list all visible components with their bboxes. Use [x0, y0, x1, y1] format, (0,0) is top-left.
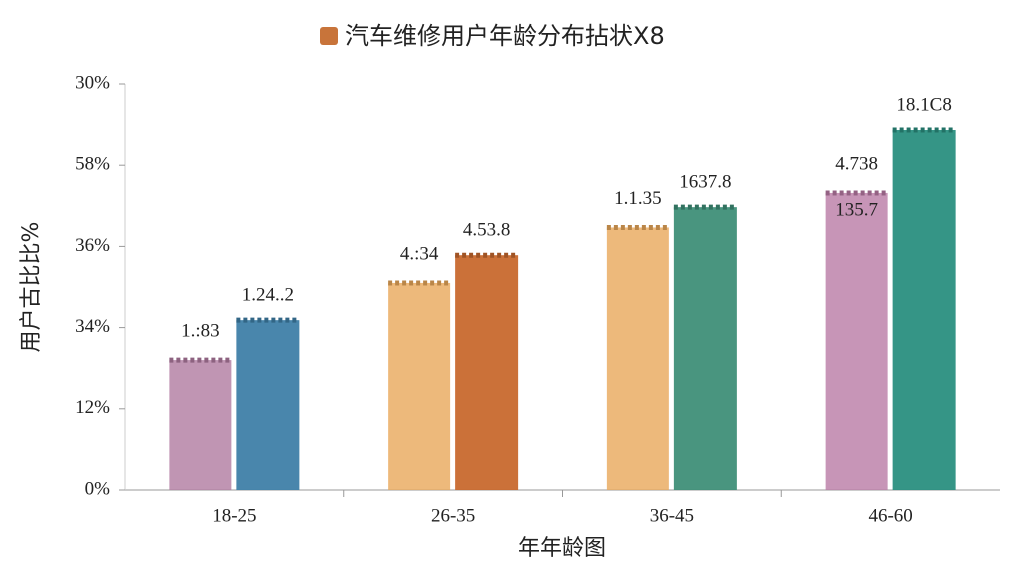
annotation: 4.:34	[400, 243, 439, 264]
annotation: 1.:83	[181, 320, 220, 341]
annotation: 135.7	[835, 199, 878, 220]
x-tick-label: 26-35	[431, 505, 475, 526]
annotation: 4.53.8	[463, 220, 511, 241]
y-tick-label: 34%	[75, 316, 110, 337]
title-marker	[320, 27, 338, 45]
x-axis-label: 年年龄图	[518, 536, 606, 561]
x-tick-label: 36-45	[650, 505, 694, 526]
bar	[388, 282, 451, 490]
y-tick-label: 12%	[75, 397, 110, 418]
bar	[455, 255, 519, 490]
annotation: 1.24..2	[242, 285, 294, 306]
y-tick-label: 30%	[75, 72, 110, 93]
bar	[673, 207, 737, 491]
chart-title: 汽车维修用户年龄分布拈状X8	[345, 22, 665, 50]
bar	[606, 227, 669, 490]
annotation: 4.738	[835, 153, 878, 174]
bar	[236, 320, 300, 490]
bar	[169, 360, 232, 490]
x-tick-label: 18-25	[212, 505, 256, 526]
annotation: 18.1C8	[896, 94, 951, 115]
y-tick-label: 36%	[75, 235, 110, 256]
bar	[825, 192, 888, 490]
y-tick-label: 0%	[85, 478, 111, 499]
x-tick-label: 46-60	[868, 505, 912, 526]
annotation: 1.1.35	[614, 188, 662, 209]
y-axis-label: 用户古比比%	[19, 222, 44, 353]
annotation: 1637.8	[679, 172, 731, 193]
bar	[892, 130, 956, 490]
y-tick-label: 58%	[75, 154, 110, 175]
